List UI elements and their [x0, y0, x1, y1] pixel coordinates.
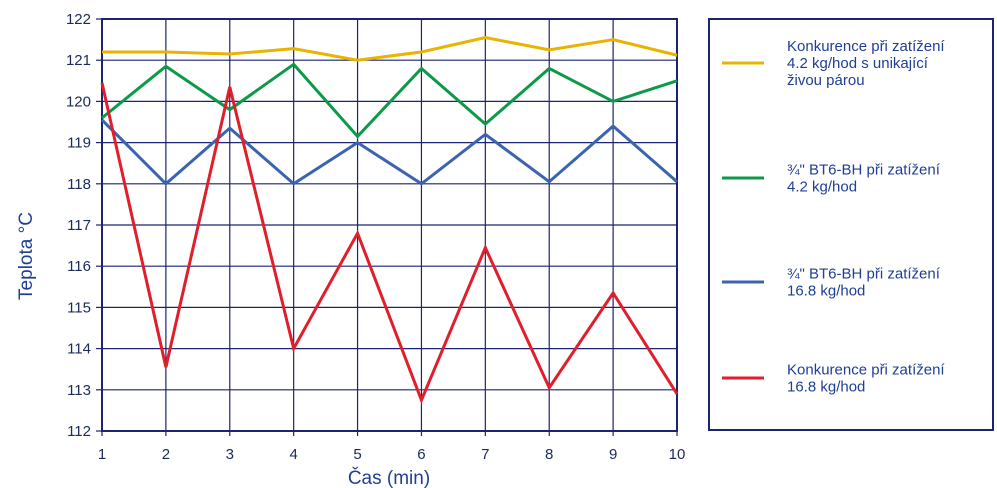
x-tick-label: 10 — [669, 446, 686, 463]
series-layer — [100, 36, 679, 405]
y-tick-label: 121 — [66, 52, 91, 69]
legend-label: 4.2 kg/hod s unikající — [787, 55, 929, 72]
legend-label: 16.8 kg/hod — [787, 283, 865, 300]
y-tick-label: 120 — [66, 93, 91, 110]
y-axis-title: Teplota °C — [16, 212, 37, 300]
legend-label: Konkurence při zatížení — [787, 38, 945, 55]
series-line-3 — [100, 118, 678, 186]
legend-label: živou párou — [787, 72, 865, 89]
y-tick-label: 118 — [67, 176, 91, 193]
y-tick-label: 114 — [67, 341, 91, 358]
legend-label: ¾" BT6-BH při zatížení — [787, 162, 941, 179]
y-tick-label: 117 — [67, 217, 91, 234]
y-tick-labels: 112 113 114 115 116 117 118 119 120 121 122 — [66, 11, 91, 440]
y-tick-label: 113 — [67, 382, 91, 399]
y-tick-label: 119 — [67, 135, 91, 152]
series-line-4 — [100, 82, 679, 405]
x-tick-label: 1 — [98, 446, 106, 463]
series-line-2 — [101, 62, 678, 139]
legend-label: 4.2 kg/hod — [787, 179, 857, 196]
x-tick-label: 3 — [226, 446, 234, 463]
grid — [96, 18, 678, 436]
y-tick-label: 122 — [66, 11, 91, 28]
legend-label: 16.8 kg/hod — [787, 379, 865, 396]
y-tick-label: 112 — [67, 423, 91, 440]
x-axis-title: Čas (min) — [348, 467, 430, 488]
x-tick-label: 5 — [353, 446, 361, 463]
x-tick-labels: 1 2 3 4 5 6 7 8 9 10 — [98, 446, 686, 463]
x-tick-label: 7 — [481, 446, 489, 463]
series-line-1 — [102, 36, 678, 62]
x-tick-label: 4 — [289, 446, 297, 463]
legend-label: ¾" BT6-BH při zatížení — [787, 266, 941, 283]
plot-area — [101, 18, 678, 432]
x-tick-label: 6 — [417, 446, 425, 463]
y-tick-label: 115 — [67, 299, 91, 316]
legend-label: Konkurence při zatížení — [787, 362, 945, 379]
y-tick-label: 116 — [67, 258, 91, 275]
x-tick-label: 9 — [609, 446, 617, 463]
x-tick-label: 2 — [162, 446, 170, 463]
x-tick-label: 8 — [545, 446, 553, 463]
legend-box — [708, 18, 994, 431]
